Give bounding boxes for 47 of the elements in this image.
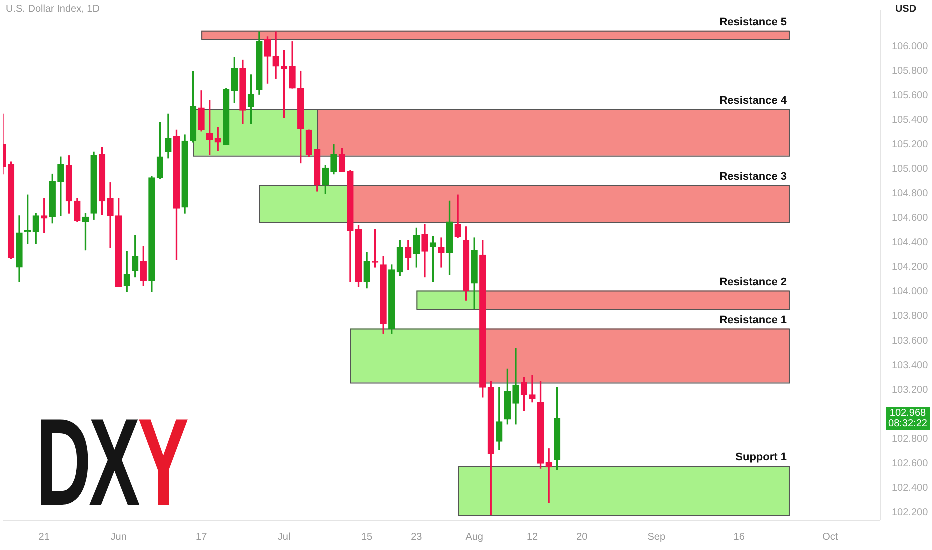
y-tick-label: 106.000 xyxy=(892,42,929,53)
y-tick-label: 103.400 xyxy=(892,360,929,372)
x-tick-label: 16 xyxy=(734,532,746,543)
y-tick-label: 104.800 xyxy=(892,188,929,200)
candlestick xyxy=(529,375,536,403)
y-tick-label: 105.200 xyxy=(892,140,929,151)
y-tick-label: 103.600 xyxy=(892,336,929,347)
y-tick-label: 105.600 xyxy=(892,90,929,102)
y-tick-label: 104.400 xyxy=(892,238,929,249)
y-tick-label: 103.200 xyxy=(892,384,929,396)
y-tick-label: 104.600 xyxy=(892,213,929,224)
x-tick-label: Jul xyxy=(278,532,291,543)
x-tick-label: Aug xyxy=(466,532,484,543)
y-tick-label: 102.200 xyxy=(892,507,929,518)
candlestick xyxy=(438,238,445,268)
band-label: Resistance 4 xyxy=(720,94,788,107)
y-tick-label: 103.800 xyxy=(892,311,929,322)
x-tick-label: 23 xyxy=(411,532,423,543)
band-label: Resistance 2 xyxy=(720,276,787,288)
y-tick-label: 105.400 xyxy=(892,115,929,126)
band-label: Resistance 5 xyxy=(720,16,787,28)
x-tick-label: Sep xyxy=(648,532,666,543)
band-label: Resistance 3 xyxy=(720,170,787,183)
y-tick-label: 105.800 xyxy=(892,66,929,78)
x-tick-label: Jun xyxy=(110,532,127,543)
text: 08:32:22 xyxy=(888,418,928,430)
candlestick xyxy=(512,348,520,425)
y-tick-label: 102.800 xyxy=(892,434,929,445)
y-tick-label: 102.400 xyxy=(892,482,929,494)
annotation: DXY xyxy=(36,393,190,532)
y-tick-label: 102.600 xyxy=(892,458,929,470)
chart-title: U.S. Dollar Index, 1D xyxy=(6,4,100,15)
y-tick-label: 104.200 xyxy=(892,262,929,274)
band-label: Support 1 xyxy=(736,452,787,464)
y-tick-label: 105.000 xyxy=(892,164,929,176)
text: 102.968 xyxy=(890,408,927,419)
candlestick xyxy=(272,32,280,79)
x-tick-label: 12 xyxy=(526,532,539,543)
x-tick-label: 21 xyxy=(38,532,50,543)
x-tick-label: Oct xyxy=(822,532,838,543)
x-tick-label: 17 xyxy=(196,532,208,543)
x-tick-label: 15 xyxy=(361,532,374,543)
candlestick xyxy=(546,448,552,504)
y-axis-title: USD xyxy=(895,4,917,15)
y-tick-label: 104.000 xyxy=(892,286,929,298)
x-tick-label: 20 xyxy=(576,532,588,543)
band-label: Resistance 1 xyxy=(720,314,787,326)
